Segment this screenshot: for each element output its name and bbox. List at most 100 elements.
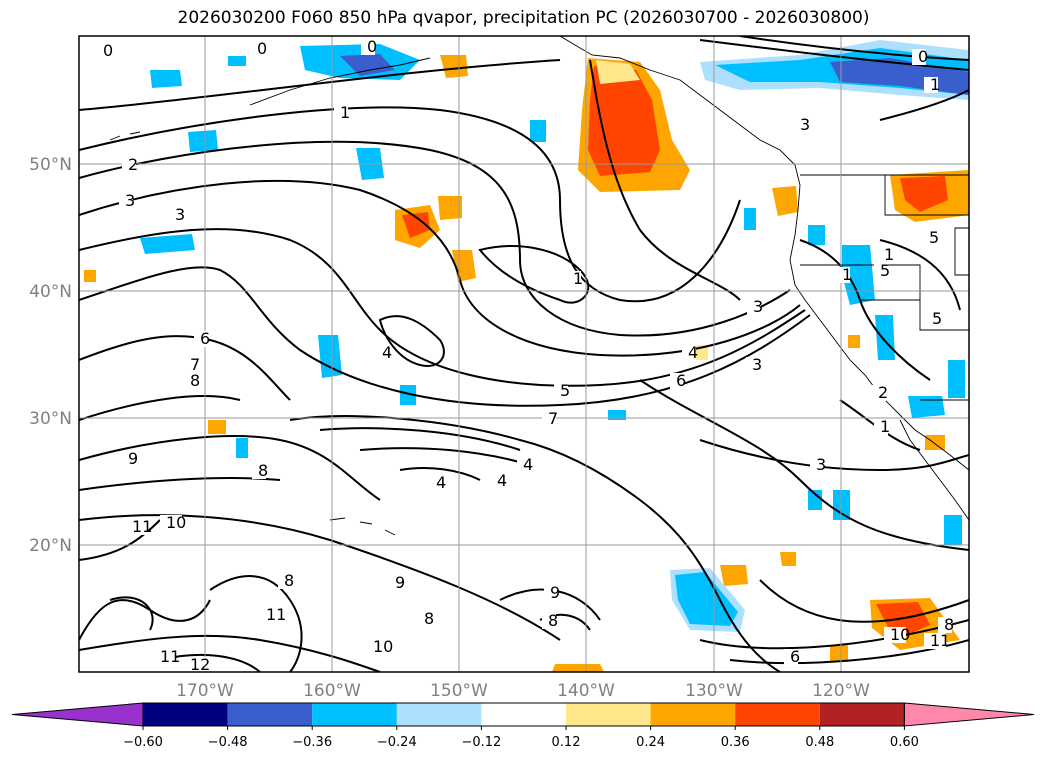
contour-label-background	[884, 627, 906, 643]
contour-label-background	[122, 451, 136, 467]
contour-label-background	[126, 519, 148, 535]
colorbar-segment	[566, 703, 651, 726]
contour-label: 9	[395, 573, 405, 592]
contour-label-background	[97, 43, 111, 59]
contour-label: 2	[878, 383, 888, 402]
lat-label: 30°N	[29, 409, 72, 429]
contour-label: 12	[190, 655, 210, 674]
contour-label-background	[194, 331, 208, 347]
contour-label: 4	[688, 343, 698, 362]
contour-label: 4	[382, 343, 392, 362]
contour-label: 1	[340, 103, 350, 122]
colorbar: −0.60 −0.48 −0.36 −0.24 −0.12 0.12 0.24 0.36 0.4…	[11, 702, 1035, 750]
contour-label-background	[670, 373, 684, 389]
contour-label: 3	[175, 205, 185, 224]
contour-label-background	[746, 357, 760, 373]
contour-label: 4	[436, 473, 446, 492]
lat-label: 50°N	[29, 155, 72, 175]
colorbar-tick-label: 0.60	[890, 735, 919, 750]
colorbar-segment	[312, 703, 397, 726]
contour-label: 1	[573, 269, 583, 288]
contour-label: 0	[257, 39, 267, 58]
lon-label: 140°W	[557, 681, 615, 701]
contour-label: 8	[424, 609, 434, 628]
contour-label-background	[810, 457, 824, 473]
contour-label: 4	[523, 455, 533, 474]
contour-label-background	[122, 157, 136, 173]
contour-label: 7	[190, 355, 200, 374]
lon-label: 170°W	[176, 681, 234, 701]
colorbar-tick-label: 0.12	[552, 735, 581, 750]
contour-label: 8	[190, 371, 200, 390]
colorbar-segment	[735, 703, 820, 726]
contour-label-background	[874, 419, 888, 435]
contour-label-background	[912, 49, 926, 65]
colorbar-segment	[143, 703, 228, 726]
contour-label-background	[926, 311, 940, 327]
contour-label-background	[924, 77, 938, 93]
contour-label-background	[367, 639, 389, 655]
contour-label: 9	[128, 449, 138, 468]
contour-label: 0	[367, 37, 377, 56]
contour-label-background	[278, 573, 292, 589]
contour-label: 8	[944, 615, 954, 634]
contour-label-background	[938, 617, 952, 633]
contour-label-background	[682, 345, 696, 361]
contour-label: 11	[132, 517, 152, 536]
contour-label-background	[542, 411, 556, 427]
contour-label-background	[554, 383, 568, 399]
contour-label: 10	[373, 637, 393, 656]
contour-label-background	[361, 39, 375, 55]
lon-label: 130°W	[685, 681, 743, 701]
contour-label-background	[491, 473, 505, 489]
contour-label: 5	[929, 228, 939, 247]
contour-label: 8	[548, 611, 558, 630]
contour-label-background	[923, 230, 937, 246]
contour-label-background	[747, 299, 761, 315]
contour-label-background	[376, 345, 390, 361]
colorbar-segment	[227, 703, 313, 726]
contour-label: 1	[930, 75, 940, 94]
contour-label: 3	[752, 355, 762, 374]
contour-label: 5	[560, 381, 570, 400]
map-title: 2026030200 F060 850 hPa qvapor, precipit…	[177, 8, 870, 28]
qvapor-contours	[79, 36, 969, 672]
contour-label-background	[418, 611, 432, 627]
contour-label-background	[517, 457, 531, 473]
contour-label-background	[430, 475, 444, 491]
contour-label-background	[567, 271, 581, 287]
contour-label: 4	[497, 471, 507, 490]
lat-label: 20°N	[29, 536, 72, 556]
contour-label: 1	[842, 265, 852, 284]
colorbar-tick-label: −0.36	[292, 735, 332, 750]
colorbar-segment	[819, 703, 905, 726]
contour-label-background	[542, 613, 556, 629]
contour-label-background	[184, 657, 206, 672]
contour-label: 6	[200, 329, 210, 348]
contour-label-background	[252, 463, 266, 479]
colorbar-tick-label: −0.24	[377, 735, 417, 750]
lon-label: 120°W	[812, 681, 870, 701]
contour-label: 11	[266, 605, 286, 624]
contour-label: 5	[932, 309, 942, 328]
contour-label-background	[184, 357, 198, 373]
contour-label: 3	[753, 297, 763, 316]
contour-label-background	[784, 649, 798, 665]
colorbar-tick-label: 0.36	[721, 735, 750, 750]
contour-label: 5	[880, 261, 890, 280]
contour-label-background	[836, 267, 850, 283]
contour-label: 6	[676, 371, 686, 390]
contour-label: 2	[128, 155, 138, 174]
colorbar-tick-label: 0.24	[636, 735, 665, 750]
contour-label: 3	[125, 191, 135, 210]
contour-label-background	[169, 207, 183, 223]
lon-label: 160°W	[303, 681, 361, 701]
contour-label-background	[878, 247, 892, 263]
colorbar-segment	[396, 703, 482, 726]
colorbar-extend-low	[11, 702, 144, 727]
contour-label-background	[334, 105, 348, 121]
latitude-labels: 50°N 40°N 30°N 20°N	[29, 155, 72, 556]
longitude-labels: 170°W 160°W 150°W 140°W 130°W 120°W	[176, 681, 870, 701]
